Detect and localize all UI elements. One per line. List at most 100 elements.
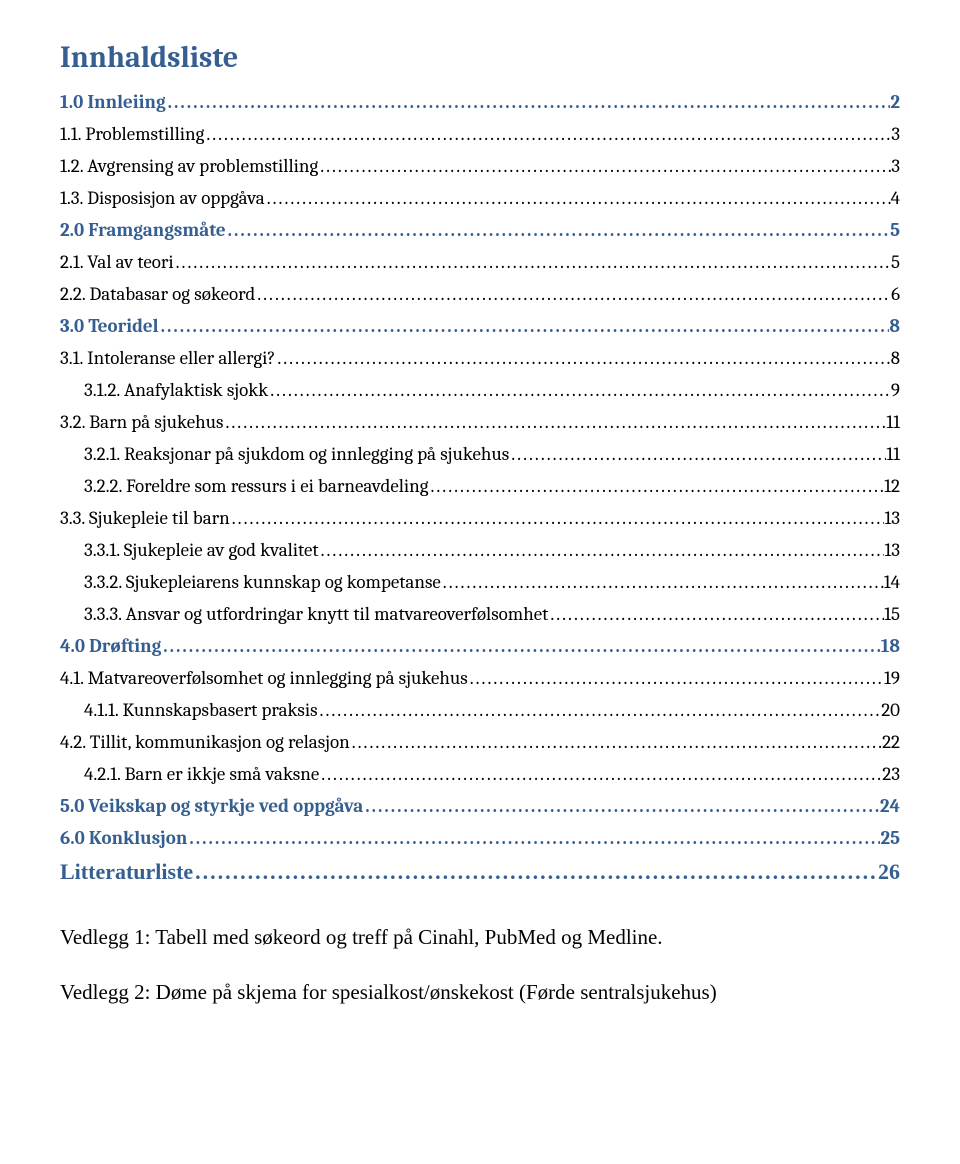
toc-label: 1.0 Innleiing [60, 93, 166, 112]
toc-entry: Litteraturliste 26 [60, 861, 900, 883]
toc-leader-dots [226, 221, 890, 240]
toc-leader-dots [319, 541, 885, 560]
appendix-line: Vedlegg 1: Tabell med søkeord og treff p… [60, 925, 900, 950]
toc-page-number: 6 [891, 285, 900, 304]
toc-page-number: 20 [881, 701, 900, 720]
toc-page-number: 12 [884, 477, 900, 496]
toc-entry: 2.0 Framgangsmåte 5 [60, 221, 900, 240]
toc-page-number: 25 [880, 829, 900, 848]
toc-entry: 4.0 Drøfting 18 [60, 637, 900, 656]
toc-leader-dots [363, 797, 880, 816]
toc-label: 1.3. Disposisjon av oppgåva [60, 189, 265, 208]
toc-page-number: 19 [884, 669, 900, 688]
toc-page-number: 5 [890, 221, 900, 240]
toc-entry: 3.1.2. Anafylaktisk sjokk 9 [60, 381, 900, 400]
toc-label: 4.1. Matvareoverfølsomhet og innlegging … [60, 669, 468, 688]
toc-page-number: 8 [889, 317, 900, 336]
toc-label: 4.2. Tillit, kommunikasjon og relasjon [60, 733, 350, 752]
toc-entry: 3.2. Barn på sjukehus 11 [60, 413, 900, 432]
toc-page-number: 18 [881, 637, 900, 656]
toc-label: 5.0 Veikskap og styrkje ved oppgåva [60, 797, 363, 816]
appendix-section: Vedlegg 1: Tabell med søkeord og treff p… [60, 925, 900, 1005]
toc-page-number: 3 [891, 157, 900, 176]
toc-label: 3.2.1. Reaksjonar på sjukdom og innleggi… [84, 445, 509, 464]
toc-page-number: 22 [882, 733, 900, 752]
toc-leader-dots [468, 669, 884, 688]
toc-label: Litteraturliste [60, 861, 193, 883]
toc-label: 3.3. Sjukepleie til barn [60, 509, 230, 528]
toc-entry: 1.0 Innleiing 2 [60, 93, 900, 112]
toc-leader-dots [318, 701, 882, 720]
toc-label: 3.2. Barn på sjukehus [60, 413, 223, 432]
toc-entry: 4.2. Tillit, kommunikasjon og relasjon 2… [60, 733, 900, 752]
toc-entry: 3.3.1. Sjukepleie av god kvalitet 13 [60, 541, 900, 560]
toc-leader-dots [204, 125, 891, 144]
toc-leader-dots [174, 253, 891, 272]
toc-entry: 3.2.1. Reaksjonar på sjukdom og innleggi… [60, 445, 900, 464]
toc-page-number: 23 [882, 765, 900, 784]
toc-entry: 4.1.1. Kunnskapsbasert praksis 20 [60, 701, 900, 720]
toc-page-number: 11 [886, 445, 900, 464]
toc-page-number: 5 [891, 253, 900, 272]
toc-label: 3.0 Teoridel [60, 317, 159, 336]
toc-leader-dots [509, 445, 886, 464]
toc-page-number: 2 [890, 93, 900, 112]
toc-page-number: 13 [884, 541, 900, 560]
toc-leader-dots [318, 157, 891, 176]
toc-entry: 5.0 Veikskap og styrkje ved oppgåva 24 [60, 797, 900, 816]
toc-leader-dots [548, 605, 884, 624]
toc-label: 2.1. Val av teori [60, 253, 174, 272]
toc-entry: 4.1. Matvareoverfølsomhet og innlegging … [60, 669, 900, 688]
toc-leader-dots [230, 509, 885, 528]
toc-entry: 3.3.2. Sjukepleiarens kunnskap og kompet… [60, 573, 900, 592]
toc-entry: 2.1. Val av teori 5 [60, 253, 900, 272]
toc-label: 4.0 Drøfting [60, 637, 161, 656]
toc-leader-dots [275, 349, 890, 368]
toc-label: 3.1. Intoleranse eller allergi? [60, 349, 275, 368]
toc-label: 2.0 Framgangsmåte [60, 221, 226, 240]
toc-label: 3.3.1. Sjukepleie av god kvalitet [84, 541, 319, 560]
toc-leader-dots [350, 733, 882, 752]
toc-label: 3.3.3. Ansvar og utfordringar knytt til … [84, 605, 548, 624]
toc-leader-dots [268, 381, 891, 400]
page-title: Innhaldsliste [60, 40, 900, 75]
toc-label: 3.2.2. Foreldre som ressurs i ei barneav… [84, 477, 428, 496]
toc-label: 1.2. Avgrensing av problemstilling [60, 157, 318, 176]
toc-label: 4.2.1. Barn er ikkje små vaksne [84, 765, 319, 784]
toc-entry: 3.0 Teoridel 8 [60, 317, 900, 336]
toc-entry: 4.2.1. Barn er ikkje små vaksne 23 [60, 765, 900, 784]
toc-leader-dots [223, 413, 886, 432]
toc-leader-dots [161, 637, 880, 656]
toc-leader-dots [187, 829, 880, 848]
toc-page-number: 4 [891, 189, 900, 208]
toc-leader-dots [159, 317, 890, 336]
toc-entry: 2.2. Databasar og søkeord 6 [60, 285, 900, 304]
toc-leader-dots [319, 765, 882, 784]
toc-label: 6.0 Konklusjon [60, 829, 187, 848]
toc-entry: 3.2.2. Foreldre som ressurs i ei barneav… [60, 477, 900, 496]
toc-page-number: 11 [886, 413, 900, 432]
toc-page-number: 13 [884, 509, 900, 528]
toc-page-number: 8 [891, 349, 900, 368]
toc-page-number: 24 [880, 797, 900, 816]
toc-page-number: 3 [891, 125, 900, 144]
toc-label: 4.1.1. Kunnskapsbasert praksis [84, 701, 318, 720]
toc-label: 3.1.2. Anafylaktisk sjokk [84, 381, 268, 400]
table-of-contents: 1.0 Innleiing 2 1.1. Problemstilling 3 1.2… [60, 93, 900, 883]
toc-label: 3.3.2. Sjukepleiarens kunnskap og kompet… [84, 573, 441, 592]
toc-page-number: 9 [891, 381, 900, 400]
toc-label: 1.1. Problemstilling [60, 125, 204, 144]
toc-leader-dots [428, 477, 884, 496]
toc-entry: 1.3. Disposisjon av oppgåva 4 [60, 189, 900, 208]
toc-page-number: 14 [884, 573, 900, 592]
toc-leader-dots [265, 189, 891, 208]
toc-entry: 3.3.3. Ansvar og utfordringar knytt til … [60, 605, 900, 624]
toc-leader-dots [193, 861, 878, 883]
toc-leader-dots [255, 285, 891, 304]
appendix-line: Vedlegg 2: Døme på skjema for spesialkos… [60, 980, 900, 1005]
toc-label: 2.2. Databasar og søkeord [60, 285, 255, 304]
toc-page-number: 26 [878, 861, 900, 883]
toc-entry: 3.3. Sjukepleie til barn 13 [60, 509, 900, 528]
toc-entry: 3.1. Intoleranse eller allergi? 8 [60, 349, 900, 368]
toc-leader-dots [166, 93, 891, 112]
